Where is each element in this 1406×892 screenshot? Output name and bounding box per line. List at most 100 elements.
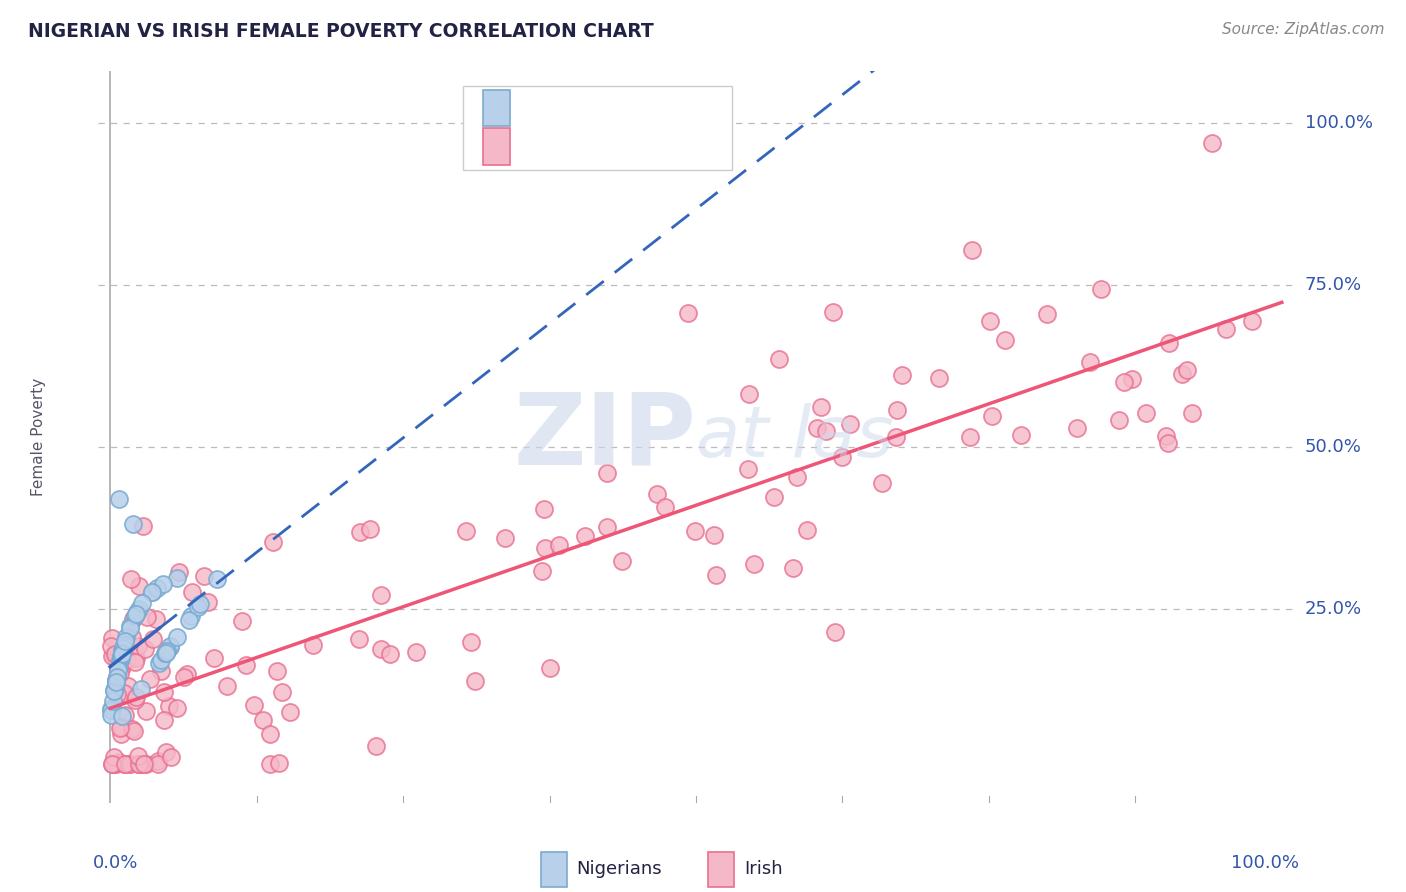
FancyBboxPatch shape — [709, 852, 734, 887]
Point — [100, 631, 122, 645]
Point — [100, 701, 122, 715]
Text: Irish: Irish — [744, 860, 782, 878]
Text: Female Poverty: Female Poverty — [31, 378, 46, 496]
Point — [252, 713, 274, 727]
Point — [146, 581, 169, 595]
Text: Source: ZipAtlas.com: Source: ZipAtlas.com — [1222, 22, 1385, 37]
Point — [1078, 354, 1101, 368]
Point — [128, 756, 150, 771]
Point — [737, 461, 759, 475]
Point — [266, 665, 288, 679]
Point — [145, 612, 167, 626]
Point — [111, 709, 134, 723]
Point — [1066, 421, 1088, 435]
Point — [111, 646, 134, 660]
Point — [115, 653, 138, 667]
Point — [460, 635, 482, 649]
Point — [132, 756, 155, 771]
Point — [135, 756, 157, 771]
Text: at las: at las — [696, 402, 894, 472]
Point — [994, 334, 1017, 348]
Point — [180, 584, 202, 599]
Point — [380, 647, 402, 661]
Point — [112, 638, 135, 652]
Point — [105, 673, 128, 687]
Point — [1171, 367, 1194, 381]
Point — [141, 585, 163, 599]
Text: R = 0.608   N = 154: R = 0.608 N = 154 — [524, 137, 721, 156]
Point — [131, 519, 153, 533]
Point — [100, 703, 122, 717]
Point — [180, 609, 202, 624]
Point — [173, 670, 195, 684]
Point — [980, 409, 1002, 423]
Point — [678, 305, 700, 319]
Point — [595, 466, 617, 480]
Point — [100, 702, 122, 716]
Point — [124, 651, 146, 665]
Point — [1010, 428, 1032, 442]
Point — [121, 630, 143, 644]
Point — [150, 664, 173, 678]
Point — [762, 490, 785, 504]
Point — [207, 572, 229, 586]
Point — [166, 701, 188, 715]
Point — [112, 756, 135, 771]
Point — [112, 686, 135, 700]
Point — [112, 641, 135, 656]
Point — [121, 723, 143, 737]
Point — [104, 756, 127, 771]
Point — [538, 661, 561, 675]
Point — [596, 519, 619, 533]
FancyBboxPatch shape — [463, 86, 733, 170]
Point — [872, 476, 894, 491]
Point — [124, 609, 146, 624]
Point — [104, 675, 127, 690]
Point — [188, 597, 211, 611]
Point — [103, 647, 125, 661]
Point — [1135, 406, 1157, 420]
Point — [768, 352, 790, 367]
Point — [193, 568, 215, 582]
Point — [125, 607, 148, 621]
Point — [104, 674, 127, 689]
Point — [1240, 314, 1263, 328]
Point — [148, 754, 170, 768]
Point — [160, 750, 183, 764]
Point — [129, 756, 152, 771]
Text: R =  0.113   N =  56: R = 0.113 N = 56 — [524, 98, 721, 118]
Point — [782, 561, 804, 575]
Point — [654, 500, 676, 514]
Point — [742, 557, 765, 571]
Point — [159, 640, 181, 654]
Point — [886, 403, 908, 417]
Point — [738, 386, 761, 401]
Point — [100, 639, 122, 653]
Point — [1175, 363, 1198, 377]
Point — [574, 529, 596, 543]
Point — [202, 650, 225, 665]
Point — [107, 663, 129, 677]
Point — [107, 662, 129, 676]
Point — [349, 524, 371, 539]
Point — [148, 656, 170, 670]
Point — [155, 646, 177, 660]
Point — [610, 554, 633, 568]
Point — [100, 708, 122, 723]
Point — [111, 644, 134, 658]
Point — [110, 720, 132, 734]
Point — [464, 674, 486, 689]
Point — [127, 639, 149, 653]
Point — [135, 705, 157, 719]
Point — [159, 640, 181, 655]
Point — [278, 705, 301, 719]
Point — [1108, 413, 1130, 427]
Point — [884, 430, 907, 444]
Point — [890, 368, 912, 382]
Point — [796, 523, 818, 537]
Point — [979, 314, 1001, 328]
Point — [235, 657, 257, 672]
Point — [1201, 136, 1223, 150]
Point — [1154, 429, 1177, 443]
Point — [146, 756, 169, 771]
